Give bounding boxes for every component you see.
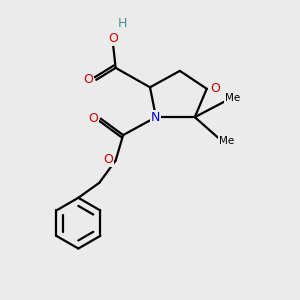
Text: O: O — [108, 32, 118, 44]
Text: O: O — [210, 82, 220, 95]
Text: O: O — [88, 112, 98, 125]
Text: N: N — [151, 111, 160, 124]
Text: O: O — [83, 73, 93, 86]
Text: Me: Me — [225, 93, 240, 103]
Text: O: O — [103, 153, 113, 166]
Text: H: H — [118, 16, 127, 30]
Text: Me: Me — [219, 136, 234, 146]
